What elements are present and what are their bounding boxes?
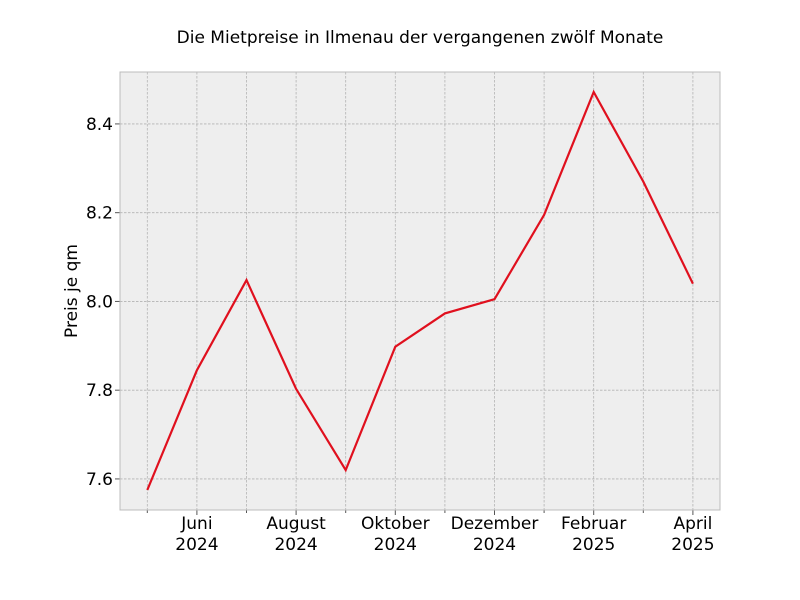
- x-tick-label-month: April: [673, 514, 712, 534]
- x-tick-label-month: Februar: [561, 514, 626, 534]
- x-tick-label-year: 2025: [671, 535, 714, 555]
- x-minor-ticks: [146, 510, 694, 515]
- x-tick-label-year: 2024: [274, 535, 317, 555]
- plot-area: [120, 72, 720, 510]
- x-tick-label-year: 2024: [175, 535, 218, 555]
- x-tick-label-month: August: [266, 514, 326, 534]
- y-tick-label: 8.2: [86, 204, 113, 224]
- x-tick-label-month: Juni: [180, 514, 212, 534]
- x-tick-label-year: 2024: [374, 535, 417, 555]
- y-axis-ticks: 7.6 7.8 8.0 8.2 8.4: [86, 115, 120, 490]
- chart-title: Die Mietpreise in Ilmenau der vergangene…: [177, 28, 664, 48]
- x-tick-label-year: 2024: [473, 535, 516, 555]
- y-tick-label: 7.6: [86, 470, 113, 490]
- y-tick-label: 8.4: [86, 115, 113, 135]
- plot-frame: [119, 71, 721, 511]
- y-tick-label: 8.0: [86, 292, 113, 312]
- x-tick-label-year: 2025: [572, 535, 615, 555]
- series-line: [146, 89, 694, 491]
- grid-lines: [120, 72, 720, 510]
- series-layer: [146, 89, 694, 491]
- x-tick-label-month: Oktober: [361, 514, 430, 534]
- y-tick-label: 7.8: [86, 381, 113, 401]
- x-axis-ticks: Juni2024August2024Oktober2024Dezember202…: [175, 514, 714, 555]
- y-axis-label: Preis je qm: [62, 244, 82, 338]
- x-tick-label-month: Dezember: [451, 514, 539, 534]
